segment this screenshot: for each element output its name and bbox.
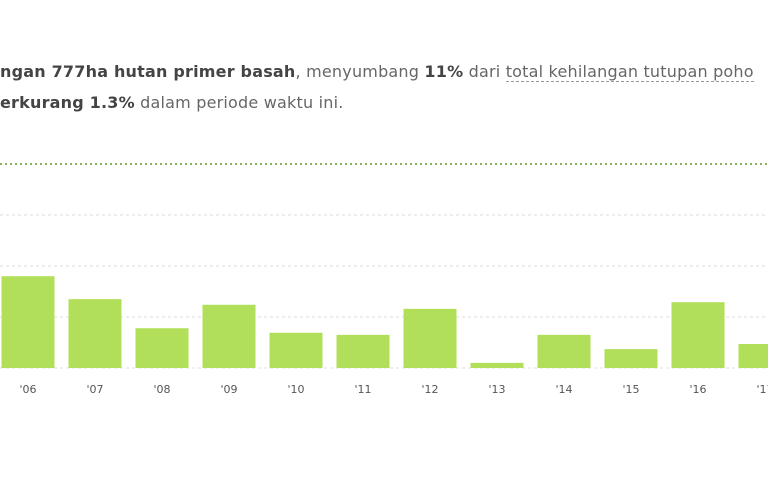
bar [202,304,256,368]
bar [336,334,390,368]
x-tick-label: '07 [86,383,103,396]
bar [470,362,524,368]
x-tick-label: '16 [689,383,706,396]
x-tick-label: '08 [153,383,170,396]
x-tick-label: '15 [622,383,639,396]
summary-line: ngan 777ha hutan primer basah, menyumban… [0,62,754,82]
x-tick-label: '10 [287,383,304,396]
bold-text: erkurang 1.3% [0,93,135,112]
link-text[interactable]: total kehilangan tutupan poho [505,62,754,82]
bar [671,302,725,368]
bar [135,328,189,368]
x-tick-label: '14 [555,383,572,396]
bar [537,334,591,368]
text: dalam periode waktu ini. [134,93,344,112]
bar [738,344,768,368]
text: dari [463,62,506,81]
bar [1,276,55,368]
bar [403,308,457,368]
x-tick-label: '13 [488,383,505,396]
x-tick-label: '09 [220,383,237,396]
x-tick-label: '06 [19,383,36,396]
text: , menyumbang [295,62,425,81]
bar [269,332,323,368]
x-tick-label: '11 [354,383,371,396]
x-tick-label: '17 [756,383,768,396]
summary-line: erkurang 1.3% dalam periode waktu ini. [0,93,344,112]
bold-text: ngan 777ha hutan primer basah [0,62,296,81]
x-tick-label: '12 [421,383,438,396]
bar [604,349,658,368]
bold-text: 11% [424,62,464,81]
bar [68,299,122,368]
